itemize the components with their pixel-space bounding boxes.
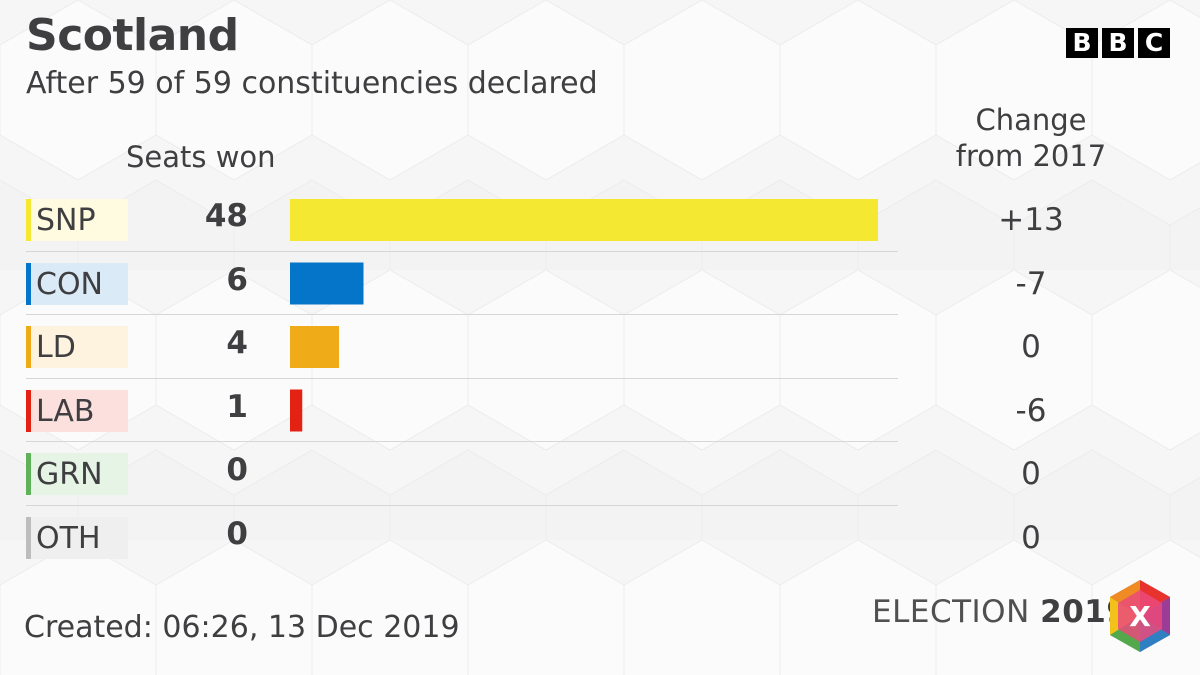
seats-value: 48 (204, 198, 248, 234)
change-value: 0 (1021, 456, 1041, 492)
seats-value: 6 (226, 261, 248, 298)
seats-value: 0 (226, 515, 248, 552)
bbc-logo: B B C (1066, 28, 1170, 58)
bbc-logo-letter: C (1138, 28, 1170, 58)
bbc-logo-letter: B (1066, 28, 1098, 58)
party-name: GRN (36, 457, 103, 492)
change-header-line1: Change (975, 103, 1087, 137)
party-color-stripe (26, 262, 31, 305)
party-color-stripe (26, 516, 31, 559)
party-color-stripe (26, 326, 31, 368)
party-name: LD (36, 330, 76, 365)
seat-bar (290, 262, 364, 305)
change-value: 0 (1021, 519, 1041, 556)
created-timestamp: Created: 06:26, 13 Dec 2019 (24, 610, 460, 645)
election-2019-brand: ELECTION 2019 (872, 594, 1128, 630)
row-divider (26, 314, 898, 315)
party-row: CON 6 (26, 252, 898, 315)
party-label: LAB (26, 389, 128, 432)
election-word: ELECTION (872, 594, 1030, 630)
party-color-stripe (26, 453, 31, 495)
page-title: Scotland (26, 10, 239, 61)
seats-won-header: Seats won (126, 140, 276, 174)
party-color-stripe (26, 199, 31, 241)
bbc-logo-letter: B (1102, 28, 1134, 58)
row-divider (26, 441, 898, 442)
party-row: SNP 48 (26, 188, 898, 251)
party-name: OTH (36, 520, 101, 556)
seat-bar (290, 326, 339, 368)
party-name: LAB (36, 393, 95, 429)
change-header: Change from 2017 (920, 102, 1142, 174)
party-name: CON (36, 266, 104, 302)
seat-bar (290, 389, 303, 432)
seat-bar (290, 199, 878, 241)
seats-value: 4 (226, 325, 248, 361)
party-label: OTH (26, 516, 128, 559)
party-label: CON (26, 262, 128, 305)
party-label: SNP (26, 199, 128, 241)
party-name: SNP (36, 203, 96, 238)
party-row: LD 4 (26, 315, 898, 378)
change-value: -6 (1015, 392, 1047, 429)
change-value: 0 (1021, 329, 1041, 365)
seats-bar-chart (290, 199, 878, 432)
change-value: +13 (998, 202, 1064, 238)
seats-value: 0 (226, 452, 248, 488)
election-x-logo-icon: X (1110, 580, 1170, 652)
row-divider (26, 504, 898, 506)
party-row: LAB 1 (26, 379, 898, 442)
seats-value: 1 (226, 388, 248, 425)
party-label: LD (26, 326, 128, 368)
change-header-line2: from 2017 (955, 139, 1107, 173)
party-label: GRN (26, 453, 128, 495)
party-color-stripe (26, 389, 31, 432)
row-divider (26, 377, 898, 379)
page-subtitle: After 59 of 59 constituencies declared (26, 66, 598, 101)
change-value: -7 (1015, 265, 1047, 302)
party-row: OTH 0 (26, 506, 898, 569)
party-row: GRN 0 (26, 442, 898, 505)
x-mark: X (1129, 600, 1151, 633)
row-divider (26, 250, 898, 252)
